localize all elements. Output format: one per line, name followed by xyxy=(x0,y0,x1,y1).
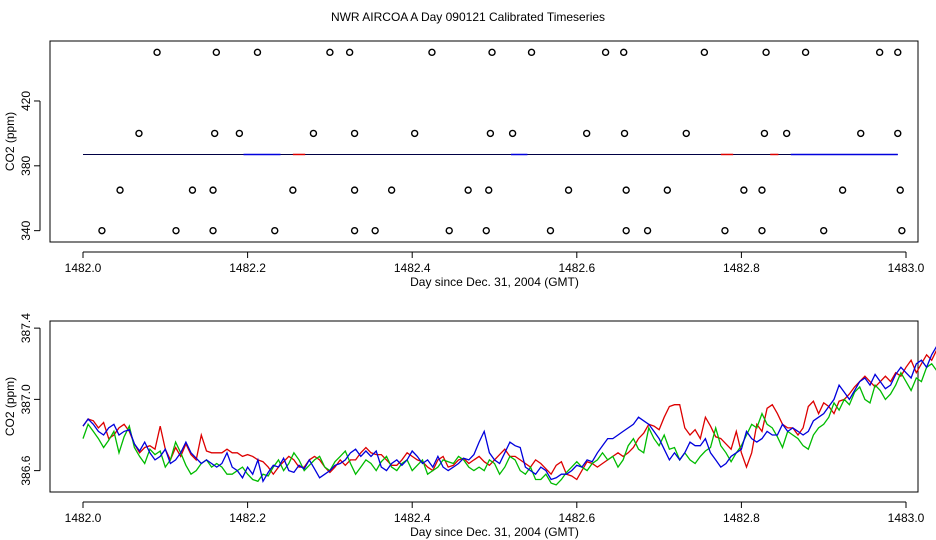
plot1-point xyxy=(857,129,865,138)
plot1-point xyxy=(271,226,279,235)
plot2-frame xyxy=(49,320,919,493)
plot1-point xyxy=(564,186,573,194)
plot1-frame xyxy=(49,40,919,243)
plot1-point xyxy=(482,226,490,235)
plot1-point xyxy=(488,48,496,57)
plot1-y-tick-label: 420 xyxy=(19,91,33,111)
plot1-point xyxy=(289,186,297,194)
plot1-point xyxy=(875,48,884,57)
plot1-point xyxy=(601,48,610,57)
plot2-y-label: CO2 (ppm) xyxy=(3,377,17,436)
plot1-point xyxy=(235,129,244,138)
plot2-x-tick-label: 1482.8 xyxy=(723,511,760,525)
plot1-y-tick-label: 380 xyxy=(19,155,33,175)
plot1-point xyxy=(371,226,379,235)
plot2-x-tick-label: 1483.0 xyxy=(888,511,925,525)
plot1-point xyxy=(896,186,904,194)
plot1-point xyxy=(209,186,217,194)
plot1-point xyxy=(153,48,161,57)
plot1-point xyxy=(253,48,262,57)
plot1-x-tick-label: 1482.2 xyxy=(229,261,266,275)
plot1-point xyxy=(898,226,906,235)
plot1-point xyxy=(188,186,197,194)
plot1-point xyxy=(582,129,591,138)
chart-title: NWR AIRCOA A Day 090121 Calibrated Times… xyxy=(330,10,606,24)
plot1-x-tick-label: 1482.8 xyxy=(723,261,760,275)
plot1-point xyxy=(758,226,766,235)
plot1-point xyxy=(682,129,690,138)
plot1-point xyxy=(508,129,517,138)
plot1-point xyxy=(410,129,419,138)
plot1-point xyxy=(172,226,180,235)
plot2-x-label: Day since Dec. 31, 2004 (GMT) xyxy=(410,525,579,539)
plot1-point xyxy=(721,226,729,235)
plot1-point xyxy=(620,129,629,138)
plot1-point xyxy=(464,186,472,194)
plot1-point xyxy=(758,186,766,194)
plot1-point xyxy=(700,48,709,57)
plot1-point xyxy=(387,186,396,194)
plot1-point xyxy=(622,226,630,235)
plot1-point xyxy=(486,129,495,138)
plot1-point xyxy=(643,226,652,235)
plot1-point xyxy=(894,129,902,138)
plot1-point xyxy=(820,226,828,235)
plot2-y-tick-label: 386.6 xyxy=(19,455,33,485)
plot2-x-tick-label: 1482.6 xyxy=(558,511,595,525)
plot1-x-tick-label: 1482.6 xyxy=(558,261,595,275)
plot1-point xyxy=(209,226,217,235)
plot1-point xyxy=(135,129,143,138)
plot1-point xyxy=(801,48,810,57)
plot1-point xyxy=(350,129,359,138)
plot2-series-green xyxy=(82,362,936,486)
plot1-point xyxy=(309,129,318,138)
plot1-point xyxy=(210,129,219,138)
plot1-point xyxy=(527,48,536,57)
plot1-point xyxy=(760,129,769,138)
plot1-point xyxy=(838,186,847,194)
plot1-point xyxy=(98,226,106,235)
plot1-point xyxy=(345,48,354,57)
plot1-point xyxy=(663,186,672,194)
plot1-point xyxy=(546,226,555,235)
plot1-y-tick-label: 340 xyxy=(19,220,33,240)
plot1-point xyxy=(445,226,453,235)
plot1-x-tick-label: 1482.0 xyxy=(65,261,102,275)
plot1-x-tick-label: 1482.4 xyxy=(394,261,431,275)
plot1-point xyxy=(326,48,334,57)
plot1-point xyxy=(782,129,791,138)
plot1-point xyxy=(350,226,359,235)
plot2-series-red xyxy=(82,349,936,481)
plot1-point xyxy=(350,186,359,194)
plot1-point xyxy=(622,186,630,194)
plot2-x-tick-label: 1482.2 xyxy=(229,511,266,525)
plot1-point xyxy=(894,48,902,57)
plot2-series-blue xyxy=(82,346,936,484)
plot1-y-label: CO2 (ppm) xyxy=(3,112,17,171)
plot2-y-tick-label: 387.0 xyxy=(19,384,33,414)
plot1-point xyxy=(762,48,770,57)
plot2-x-tick-label: 1482.4 xyxy=(394,511,431,525)
plot1-x-label: Day since Dec. 31, 2004 (GMT) xyxy=(410,275,579,289)
plot1-point xyxy=(428,48,436,57)
plot1-x-tick-label: 1483.0 xyxy=(888,261,925,275)
plot1-point xyxy=(116,186,124,194)
plot1-point xyxy=(212,48,221,57)
plot2-x-tick-label: 1482.0 xyxy=(65,511,102,525)
plot1-point xyxy=(620,48,628,57)
plot1-point xyxy=(740,186,748,194)
plot1-point xyxy=(485,186,493,194)
plot2-y-tick-label: 387.4 xyxy=(19,313,33,343)
